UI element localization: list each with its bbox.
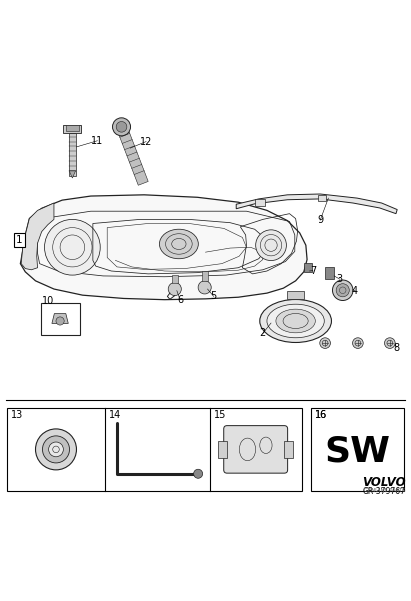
Circle shape bbox=[116, 121, 127, 132]
Text: SW: SW bbox=[325, 435, 391, 468]
Bar bbox=[255, 199, 265, 206]
Text: 7: 7 bbox=[310, 266, 316, 276]
Text: 3: 3 bbox=[337, 274, 343, 284]
Circle shape bbox=[44, 219, 100, 275]
Text: 11: 11 bbox=[91, 136, 104, 146]
Text: 16: 16 bbox=[314, 410, 327, 420]
Ellipse shape bbox=[159, 229, 199, 258]
Circle shape bbox=[168, 282, 181, 296]
Text: 8: 8 bbox=[393, 343, 399, 353]
Circle shape bbox=[198, 281, 211, 294]
Text: VOLVO: VOLVO bbox=[362, 476, 405, 489]
Text: 6: 6 bbox=[177, 294, 183, 305]
Bar bbox=[63, 125, 81, 133]
Text: 16: 16 bbox=[314, 410, 327, 420]
Circle shape bbox=[385, 338, 395, 349]
Polygon shape bbox=[236, 194, 397, 214]
Bar bbox=[69, 133, 76, 175]
Circle shape bbox=[336, 284, 349, 297]
Text: GR-379767: GR-379767 bbox=[363, 487, 405, 496]
Circle shape bbox=[353, 338, 363, 349]
Text: 5: 5 bbox=[210, 291, 217, 302]
Circle shape bbox=[113, 118, 131, 136]
Ellipse shape bbox=[260, 299, 331, 343]
Circle shape bbox=[320, 338, 330, 349]
Bar bbox=[66, 125, 79, 131]
Text: 15: 15 bbox=[214, 410, 226, 420]
Ellipse shape bbox=[276, 309, 315, 333]
Text: 10: 10 bbox=[42, 296, 54, 305]
Text: 2: 2 bbox=[260, 328, 266, 338]
Text: GENUINE PARTS: GENUINE PARTS bbox=[364, 488, 405, 493]
Text: 1: 1 bbox=[16, 235, 23, 245]
Polygon shape bbox=[69, 171, 76, 178]
Text: 4: 4 bbox=[352, 285, 358, 296]
Polygon shape bbox=[52, 314, 68, 323]
Circle shape bbox=[194, 469, 203, 478]
Text: 14: 14 bbox=[109, 410, 122, 420]
Text: 9: 9 bbox=[317, 215, 323, 225]
Polygon shape bbox=[21, 195, 307, 300]
Bar bbox=[284, 441, 293, 457]
Circle shape bbox=[48, 442, 63, 457]
Ellipse shape bbox=[256, 230, 286, 261]
Text: 12: 12 bbox=[140, 136, 152, 147]
Ellipse shape bbox=[267, 304, 324, 338]
Bar bbox=[7, 408, 302, 491]
Bar bbox=[325, 267, 334, 279]
Bar bbox=[318, 195, 326, 201]
Bar bbox=[304, 263, 312, 272]
Polygon shape bbox=[117, 125, 148, 185]
Circle shape bbox=[56, 317, 64, 325]
Text: 13: 13 bbox=[11, 410, 23, 420]
Circle shape bbox=[332, 280, 353, 300]
Bar bbox=[172, 275, 178, 283]
Bar bbox=[218, 441, 227, 457]
Circle shape bbox=[42, 436, 69, 463]
Polygon shape bbox=[287, 291, 304, 299]
Bar bbox=[41, 304, 80, 335]
Bar bbox=[311, 408, 404, 491]
Circle shape bbox=[35, 429, 76, 470]
Bar bbox=[202, 271, 208, 281]
Polygon shape bbox=[21, 203, 54, 270]
FancyBboxPatch shape bbox=[224, 426, 288, 473]
